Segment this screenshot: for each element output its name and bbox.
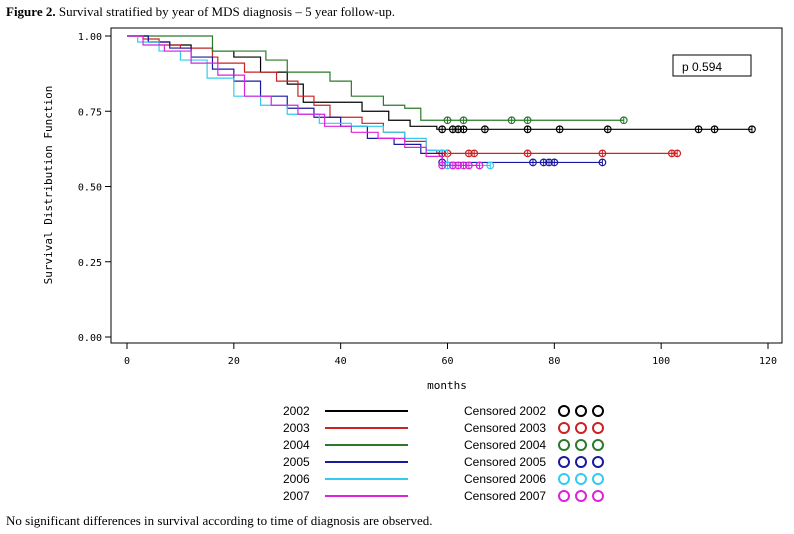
legend-censor-symbol-2003 [575,422,587,434]
survival-curve-2004 [127,35,624,121]
legend-censor-symbol-2006 [558,473,570,485]
survival-curves [127,35,756,170]
legend: 2002 Censored 2002 2003 Censored 2003 2004 Ce… [283,404,604,503]
x-tick-label: 100 [652,356,670,367]
legend-label-2005: 2005 [283,455,310,469]
y-tick-label: 0.00 [78,333,102,344]
legend-label-2002: 2002 [283,404,310,418]
x-tick-label: 80 [548,356,560,367]
x-tick-label: 60 [441,356,453,367]
figure-label: Figure 2. [6,4,56,19]
legend-censor-symbol-2003 [558,422,570,434]
x-axis: 0 20 40 60 80 100 120 [124,343,777,367]
x-tick-label: 40 [335,356,347,367]
legend-censor-symbol-2003 [592,422,604,434]
figure-caption: Figure 2. Survival stratified by year of… [6,4,395,20]
legend-censor-symbol-2005 [575,456,587,468]
legend-censored-label-2003: Censored 2003 [464,421,546,435]
y-axis: 0.00 0.25 0.50 0.75 1.00 [78,32,111,344]
legend-censored-label-2006: Censored 2006 [464,472,546,486]
y-tick-label: 1.00 [78,32,102,43]
survival-curve-2005 [127,35,603,164]
legend-censored-label-2007: Censored 2007 [464,489,546,503]
survival-curve-2003 [127,35,678,154]
y-tick-label: 0.50 [78,183,102,194]
legend-censored-label-2004: Censored 2004 [464,438,546,452]
legend-censor-symbol-2002 [575,405,587,417]
legend-censor-symbol-2005 [558,456,570,468]
legend-censor-symbol-2005 [592,456,604,468]
legend-censored-label-2005: Censored 2005 [464,455,546,469]
plot-frame [110,27,783,344]
survival-curve-2007 [127,35,480,167]
legend-censor-symbol-2004 [592,439,604,451]
legend-censored-label-2002: Censored 2002 [464,404,546,418]
legend-censor-symbol-2004 [575,439,587,451]
legend-censor-symbol-2006 [575,473,587,485]
figure-caption-text: Survival stratified by year of MDS diagn… [55,4,395,19]
x-tick-label: 20 [228,356,240,367]
legend-censor-symbol-2007 [592,490,604,502]
x-tick-label: 0 [124,356,130,367]
legend-censor-symbol-2007 [575,490,587,502]
x-tick-label: 120 [759,356,777,367]
legend-censor-symbol-2002 [558,405,570,417]
pvalue-box [672,54,752,77]
survival-curve-2002 [127,35,752,130]
y-tick-label: 0.25 [78,258,102,269]
pvalue-text: p 0.594 [682,60,722,74]
footnote: No significant differences in survival a… [6,513,433,528]
y-axis-title: Survival Distribution Function [42,86,55,285]
x-axis-title: months [427,379,467,392]
legend-label-2003: 2003 [283,421,310,435]
legend-label-2007: 2007 [283,489,310,503]
y-tick-label: 0.75 [78,107,102,118]
legend-label-2004: 2004 [283,438,310,452]
legend-censor-symbol-2007 [558,490,570,502]
legend-censor-symbol-2004 [558,439,570,451]
legend-censor-symbol-2002 [592,405,604,417]
legend-label-2006: 2006 [283,472,310,486]
legend-censor-symbol-2006 [592,473,604,485]
survival-curve-2006 [127,35,491,167]
